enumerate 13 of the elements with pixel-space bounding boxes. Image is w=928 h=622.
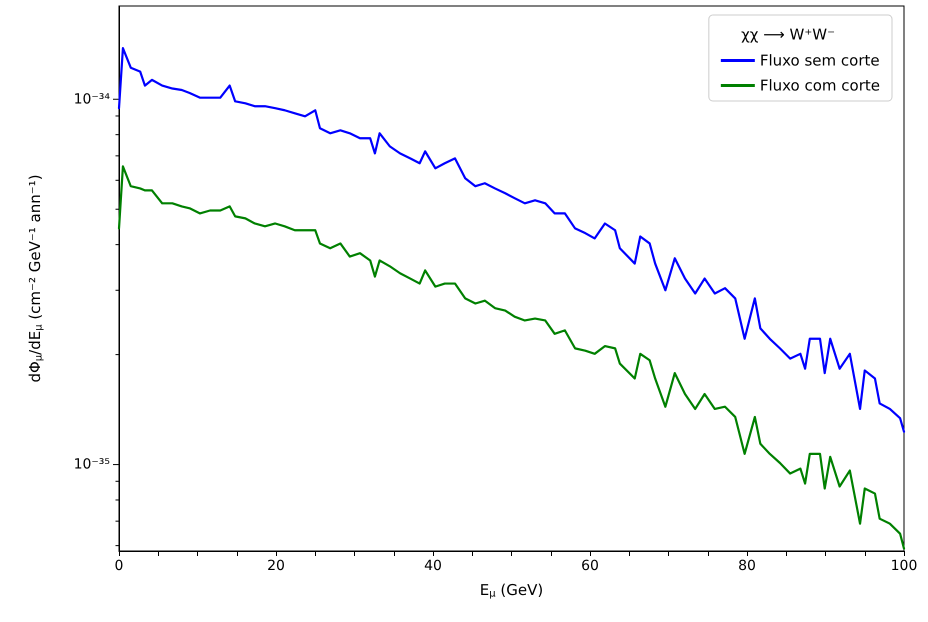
y-axis-title: dΦμ/dEμ (cm⁻² GeV⁻¹ ann⁻¹) [26,174,44,383]
x-tick-label: 20 [267,558,285,574]
legend-title: χχ ⟶ W⁺W⁻ [741,26,836,44]
x-tick-label: 40 [424,558,442,574]
x-tick-label: 80 [738,558,756,574]
legend-label: Fluxo sem corte [760,52,880,70]
x-tick-label: 60 [581,558,599,574]
x-tick-label: 0 [114,558,124,574]
line-series [118,47,906,433]
legend-label: Fluxo com corte [760,76,880,94]
y-tick-label: 10⁻³⁵ [74,456,110,473]
x-tick-label: 100 [890,558,918,574]
y-tick-label: 10⁻³⁴ [74,91,110,108]
